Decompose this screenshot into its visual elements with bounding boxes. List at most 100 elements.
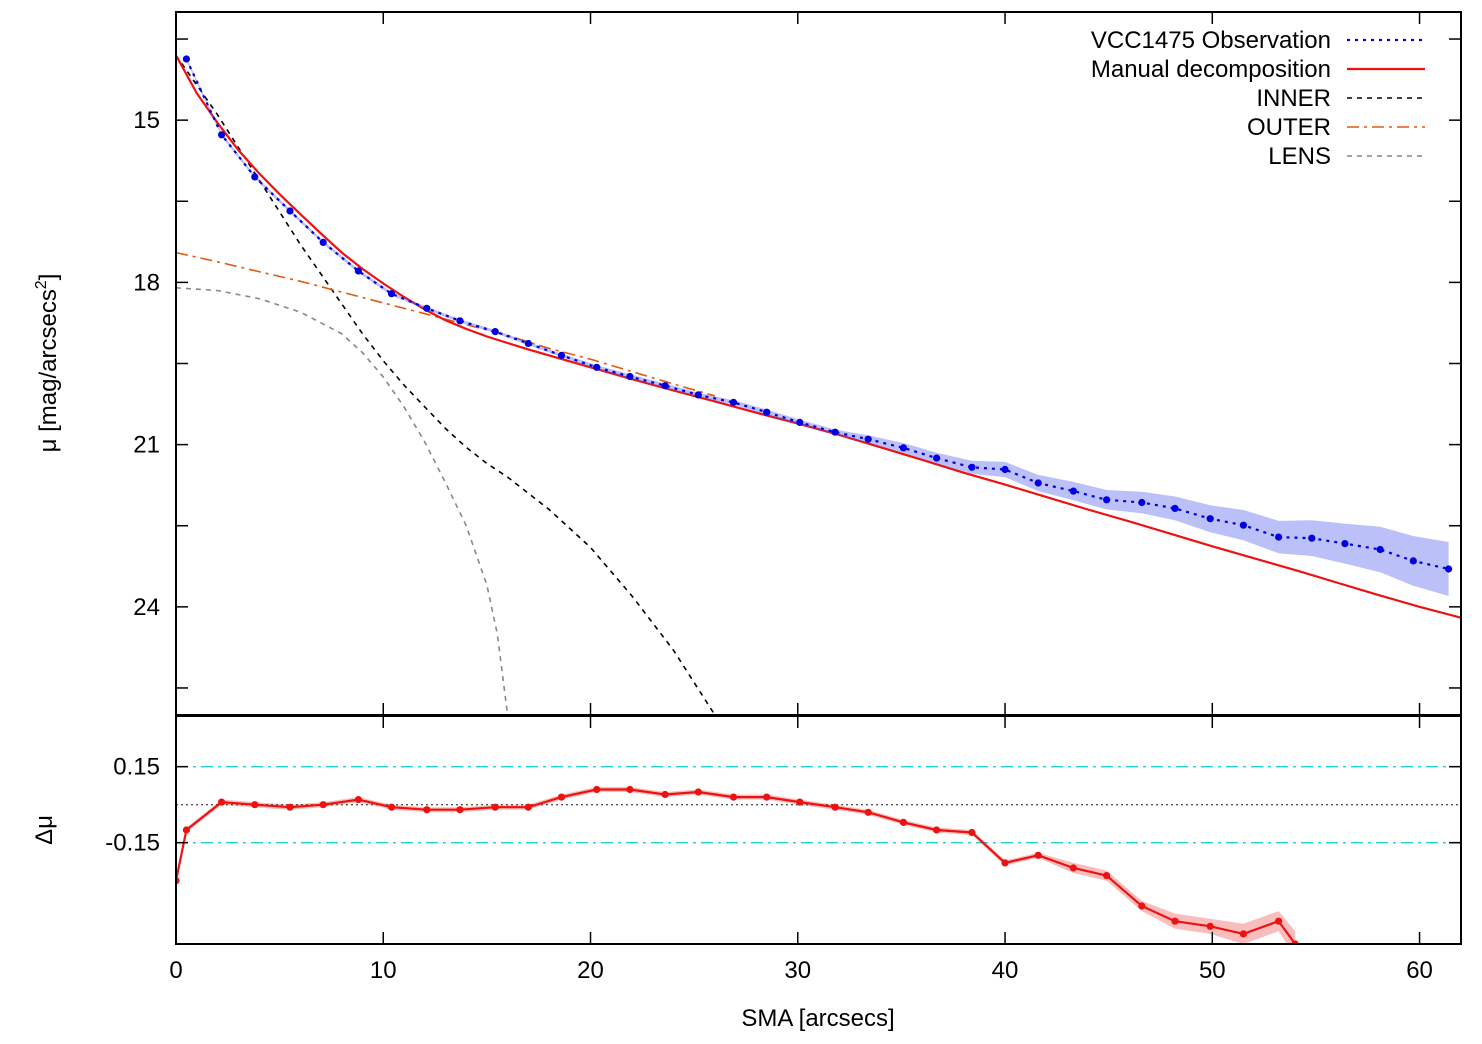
data-point	[626, 785, 634, 794]
series-line	[176, 287, 509, 715]
data-point	[557, 793, 566, 801]
y-axis-title-close: ]	[35, 274, 62, 281]
x-tick-label: 0	[169, 957, 182, 984]
data-point	[796, 418, 804, 426]
x-tick-label: 30	[784, 957, 811, 984]
data-point	[218, 798, 226, 806]
x-tick-label: 60	[1406, 957, 1433, 984]
data-point	[387, 803, 396, 811]
x-tick-label: 50	[1199, 957, 1226, 984]
data-point	[456, 317, 464, 325]
data-point	[864, 808, 872, 816]
data-point	[593, 785, 601, 794]
legend-label: VCC1475 Observation	[1091, 27, 1331, 54]
data-point	[1001, 465, 1009, 474]
data-point	[694, 788, 702, 796]
y-tick-label: 15	[133, 107, 160, 134]
data-point	[491, 803, 499, 811]
data-point	[1069, 487, 1077, 495]
data-point	[1275, 533, 1283, 541]
x-tick-label: 20	[577, 957, 604, 984]
data-point	[864, 435, 872, 443]
data-point	[524, 339, 532, 348]
data-point	[1239, 930, 1247, 938]
data-point	[661, 790, 669, 799]
axis-labels: SMA [arcsecs] μ [mag/arcsecs2] Δμ 0 10 20 3…	[31, 107, 1433, 1032]
series-outer	[176, 251, 716, 397]
data-point	[1308, 534, 1316, 542]
data-point	[763, 408, 771, 416]
legend-entry: Manual decomposition	[1091, 56, 1425, 83]
y-axis-title-top: μ [mag/arcsecs2]	[33, 274, 62, 453]
data-point	[557, 351, 566, 359]
series-line	[176, 251, 716, 397]
data-point	[387, 290, 396, 298]
uncertainty-band	[186, 57, 1449, 596]
legend-label: LENS	[1268, 143, 1331, 170]
series-line	[176, 54, 716, 715]
uncertainty-band	[176, 786, 1296, 944]
x-tick-label: 10	[370, 957, 397, 984]
data-point	[286, 207, 294, 215]
data-point	[182, 55, 190, 63]
x-axis-title: SMA [arcsecs]	[741, 1005, 894, 1032]
data-point	[661, 382, 669, 390]
series-inner	[176, 54, 716, 715]
data-point	[694, 391, 702, 399]
data-point	[899, 444, 908, 452]
data-point	[251, 801, 259, 809]
data-point	[968, 463, 976, 471]
legend-entry: OUTER	[1247, 114, 1425, 141]
profile-panel	[176, 54, 1461, 715]
data-point	[1138, 902, 1146, 910]
data-point	[1409, 557, 1417, 565]
y-axis-title-bottom: Δμ	[31, 815, 58, 845]
legend-label: OUTER	[1247, 114, 1331, 141]
data-point	[1445, 565, 1453, 573]
data-point	[1206, 515, 1214, 523]
data-point	[218, 131, 226, 139]
y-tick-label: 21	[133, 432, 160, 459]
y-tick-label: 0.15	[113, 754, 160, 781]
bottom-frame	[175, 715, 1462, 945]
data-point	[251, 173, 259, 181]
data-point	[1103, 496, 1111, 504]
y-tick-label: 24	[133, 594, 160, 621]
legend-label: INNER	[1256, 85, 1331, 112]
data-point	[933, 826, 941, 834]
data-point	[423, 304, 431, 312]
legend-entry: INNER	[1256, 85, 1425, 112]
series-residuals	[176, 785, 1299, 944]
data-point	[1341, 540, 1349, 548]
legend-label: Manual decomposition	[1091, 56, 1331, 83]
data-point	[1171, 504, 1179, 512]
data-point	[729, 793, 738, 801]
series-vcc1475-observation	[182, 55, 1453, 596]
y-tick-label: 18	[133, 269, 160, 296]
data-point	[1103, 872, 1111, 880]
series-line	[176, 788, 1297, 944]
data-point	[1034, 851, 1042, 859]
data-point	[1171, 917, 1179, 925]
data-point	[729, 398, 738, 406]
data-point	[1376, 545, 1384, 554]
data-point	[1069, 864, 1077, 872]
data-point	[1275, 917, 1283, 925]
legend-entry: VCC1475 Observation	[1091, 27, 1425, 54]
x-tick-label: 40	[992, 957, 1019, 984]
data-point	[593, 363, 601, 371]
data-point	[286, 803, 294, 811]
data-point	[423, 806, 431, 814]
data-point	[182, 826, 190, 834]
data-point	[831, 428, 839, 436]
data-point	[319, 801, 327, 809]
data-point	[626, 372, 634, 381]
legend-entry: LENS	[1268, 143, 1425, 170]
residual-panel	[176, 765, 1461, 944]
data-point	[456, 806, 464, 814]
y-axis-title-superscript: 2	[33, 280, 50, 289]
data-point	[354, 267, 362, 275]
data-point	[319, 238, 327, 246]
